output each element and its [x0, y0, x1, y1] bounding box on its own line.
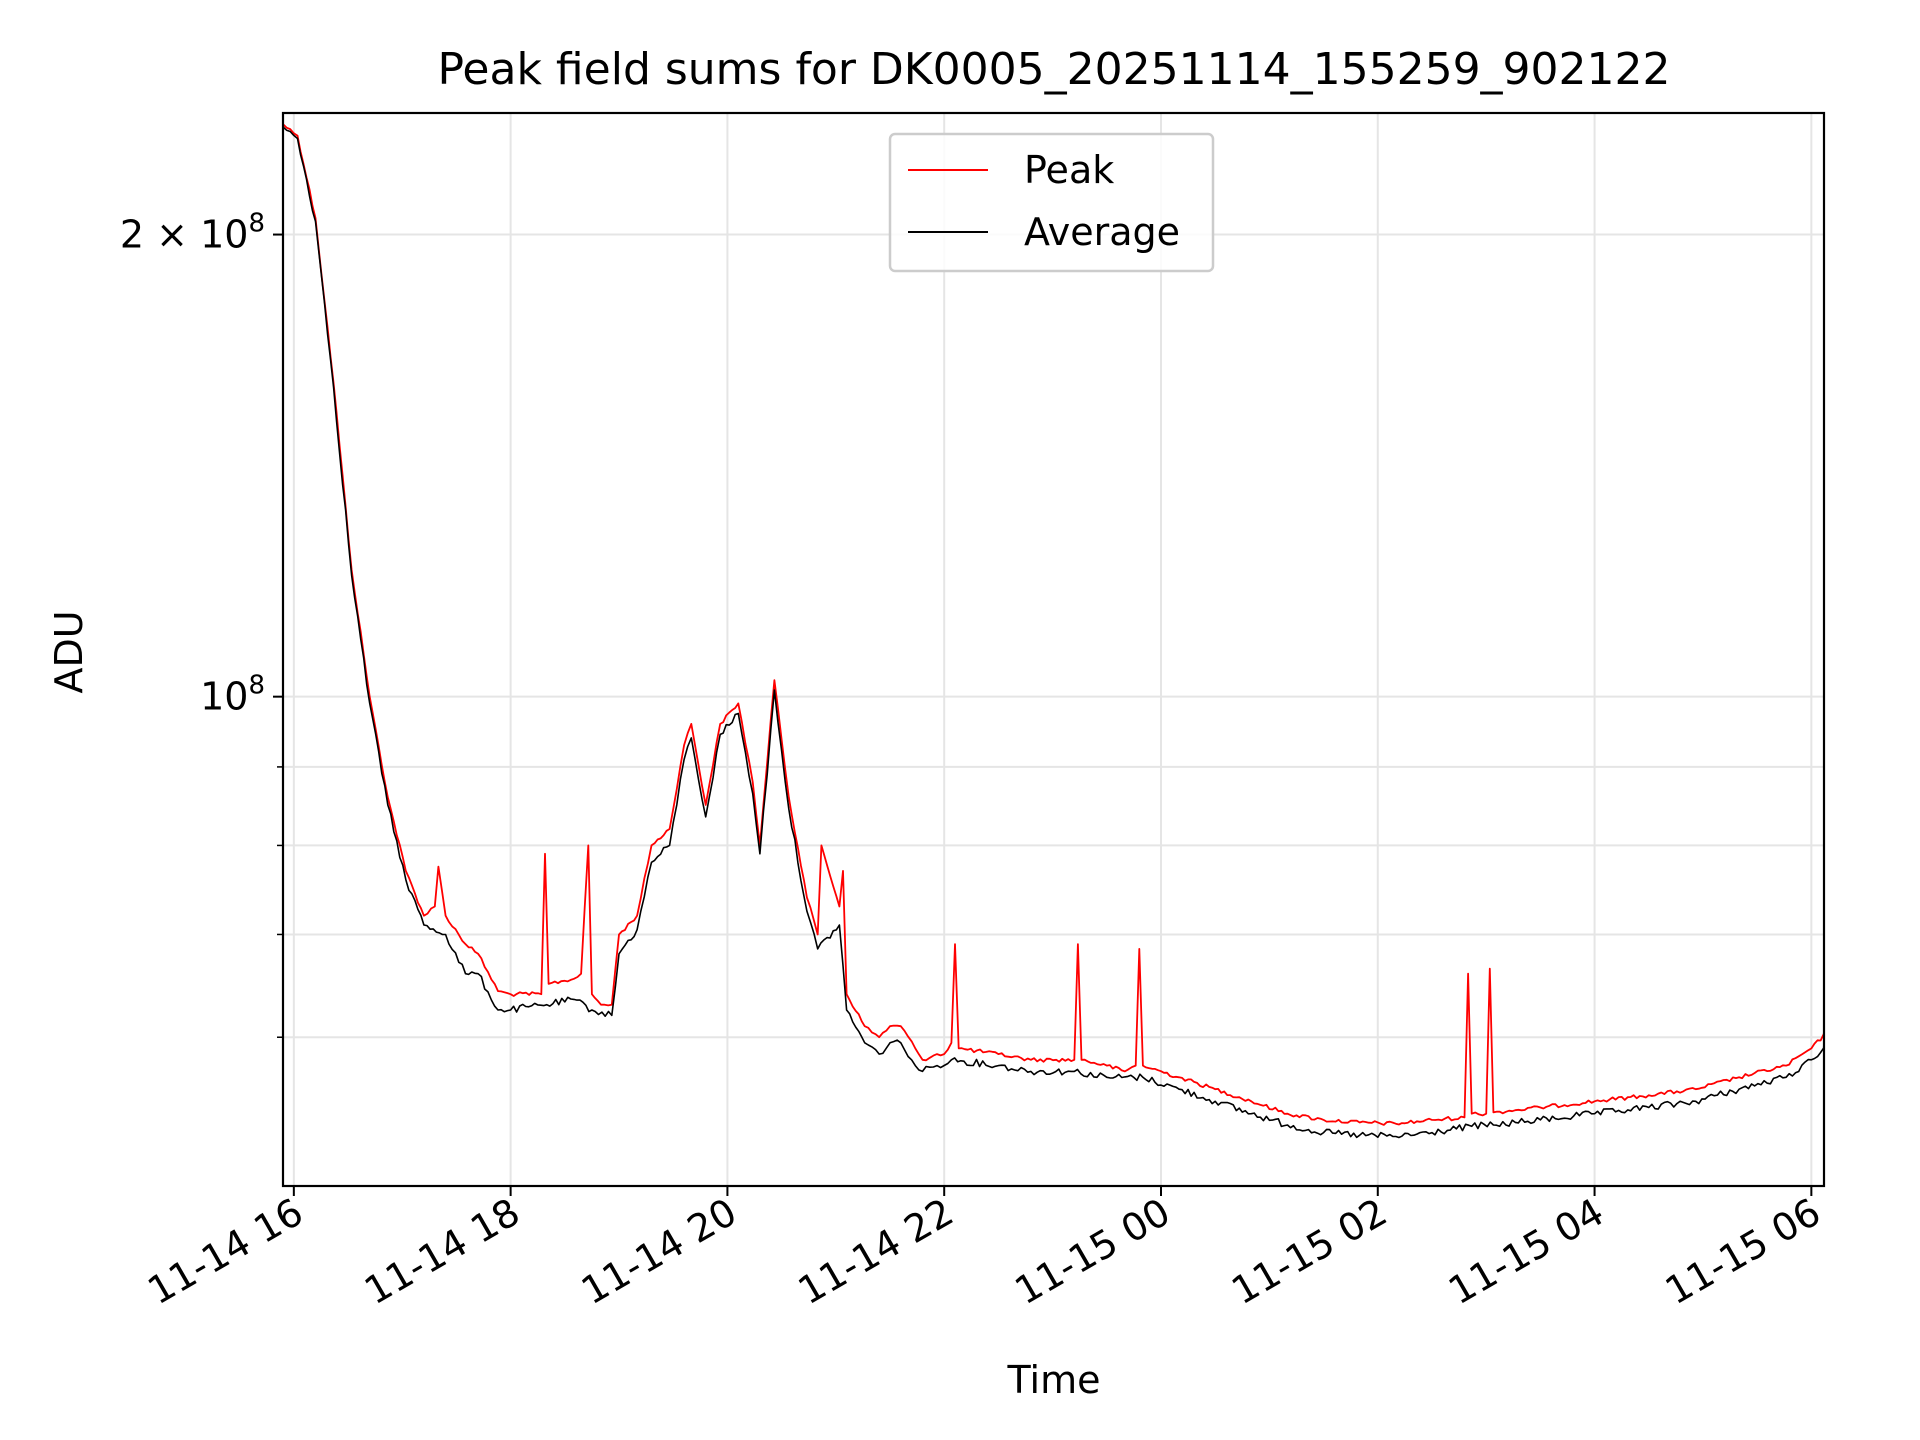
legend: Peak Average [888, 132, 1215, 273]
y-axis: 108 2 × 108 [120, 209, 283, 1038]
legend-box [888, 132, 1215, 273]
plot-frame [281, 111, 1826, 1188]
chart-title: Peak field sums for DK0005_20251114_1552… [437, 44, 1670, 95]
y-tick-label: 2 × 108 [120, 209, 265, 257]
series-line-peak [282, 118, 1825, 1126]
legend-label-average: Average [1024, 210, 1180, 254]
series-line-average [282, 121, 1825, 1139]
series-layer [282, 118, 1825, 1139]
y-axis-label: ADU [47, 610, 91, 693]
x-axis-label: Time [1007, 1358, 1101, 1402]
legend-label-peak: Peak [1024, 148, 1114, 192]
y-tick-label: 108 [200, 671, 265, 719]
